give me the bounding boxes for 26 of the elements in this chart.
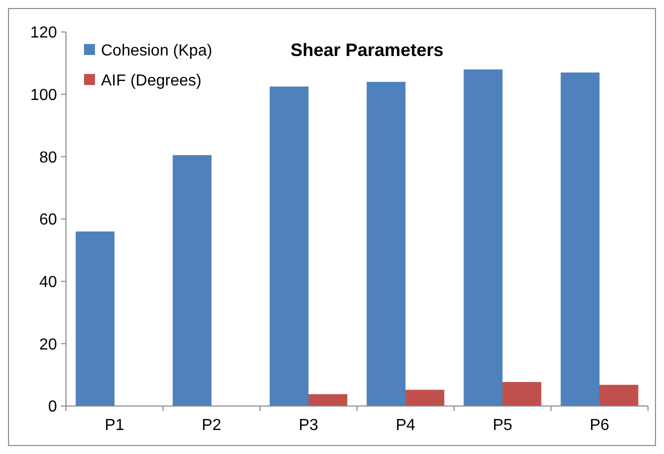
legend-label: AIF (Degrees) <box>101 72 202 90</box>
chart-title: Shear Parameters <box>290 40 444 60</box>
bar <box>76 231 114 406</box>
x-tick-label: P1 <box>104 417 124 434</box>
bar <box>172 155 212 406</box>
y-tick-label: 60 <box>39 212 58 229</box>
y-tick-label: 80 <box>39 149 58 166</box>
y-tick-label: 0 <box>48 398 58 416</box>
legend-label: Cohesion (Kpa) <box>101 42 212 60</box>
y-tick-label: 100 <box>30 86 58 104</box>
x-tick-label: P2 <box>202 417 222 434</box>
x-tick-label: P4 <box>396 417 416 434</box>
bar <box>406 390 444 406</box>
y-tick-label: 40 <box>39 274 58 291</box>
x-tick-label: P5 <box>492 417 512 434</box>
y-tick-label: 120 <box>30 24 58 42</box>
bar <box>366 82 406 406</box>
bar <box>270 86 308 406</box>
bar <box>308 394 348 406</box>
y-tick-label: 20 <box>39 336 58 354</box>
bar <box>502 382 542 406</box>
x-tick-label: P6 <box>590 417 610 434</box>
bar <box>464 69 502 406</box>
bar <box>560 72 600 406</box>
bar <box>600 384 638 406</box>
x-tick-label: P3 <box>298 417 318 434</box>
